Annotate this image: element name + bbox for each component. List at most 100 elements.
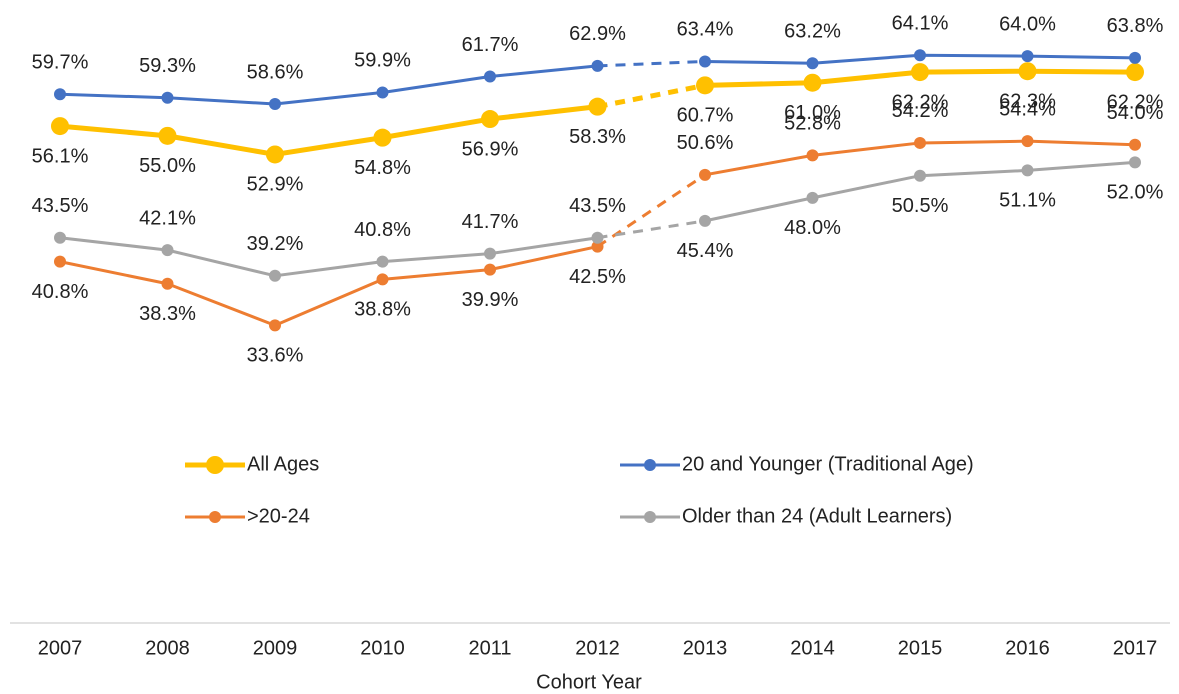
- data-point: [484, 263, 496, 276]
- data-label: 60.7%: [677, 105, 734, 127]
- legend-label: 20 and Younger (Traditional Age): [682, 453, 974, 475]
- data-point: [699, 55, 711, 68]
- data-point: [54, 255, 66, 268]
- data-label: 48.0%: [784, 217, 841, 239]
- series-line: [597, 82, 706, 110]
- x-tick-label: 2010: [360, 637, 405, 659]
- data-point: [373, 128, 392, 147]
- data-label: 62.9%: [569, 23, 626, 45]
- data-label: 55.0%: [139, 155, 196, 177]
- data-point: [1021, 50, 1034, 63]
- data-label: 40.8%: [354, 219, 411, 241]
- data-label: 41.7%: [462, 211, 519, 233]
- data-point: [591, 59, 604, 72]
- data-label: 54.8%: [354, 157, 411, 179]
- data-point: [376, 255, 389, 268]
- data-point: [911, 63, 929, 82]
- data-point: [269, 319, 281, 332]
- data-point: [269, 97, 281, 110]
- data-label: 52.8%: [784, 113, 841, 135]
- x-axis-title: Cohort Year: [536, 671, 642, 693]
- data-label: 62.2%: [1107, 91, 1164, 113]
- data-point: [803, 73, 822, 92]
- data-point: [1129, 156, 1141, 169]
- data-label: 42.1%: [139, 207, 196, 229]
- data-label: 52.0%: [1107, 182, 1164, 204]
- data-point: [1021, 164, 1034, 177]
- data-label: 63.4%: [677, 19, 734, 41]
- data-point: [376, 86, 389, 99]
- data-point: [269, 269, 281, 282]
- data-point: [699, 168, 711, 181]
- data-point: [591, 231, 604, 244]
- data-point: [591, 240, 604, 253]
- data-point: [1018, 62, 1037, 81]
- data-point: [161, 91, 174, 104]
- data-label: 38.3%: [139, 303, 196, 325]
- data-label: 63.8%: [1107, 15, 1164, 37]
- data-point: [806, 57, 819, 70]
- x-tick-label: 2008: [145, 637, 190, 659]
- x-tick-label: 2007: [38, 637, 83, 659]
- data-point: [1129, 51, 1141, 64]
- data-label: 52.9%: [247, 174, 304, 196]
- data-label: 63.2%: [784, 21, 841, 43]
- data-point: [1021, 135, 1034, 148]
- x-tick-label: 2016: [1005, 637, 1050, 659]
- x-tick-label: 2011: [468, 637, 511, 659]
- series-line: [597, 59, 706, 68]
- data-point: [161, 277, 174, 290]
- data-point: [158, 126, 177, 145]
- data-label: 54.0%: [1107, 102, 1164, 124]
- legend-label: All Ages: [247, 453, 319, 475]
- data-label: 59.9%: [354, 50, 411, 72]
- x-tick-label: 2009: [253, 637, 298, 659]
- data-label: 59.3%: [139, 55, 196, 77]
- data-point: [54, 88, 66, 101]
- data-point: [266, 145, 284, 164]
- data-point: [588, 97, 607, 116]
- data-label: 56.1%: [32, 145, 89, 167]
- data-point: [806, 149, 819, 162]
- legend-marker: [209, 511, 221, 523]
- legend-label: Older than 24 (Adult Learners): [682, 505, 952, 527]
- data-point: [696, 76, 714, 95]
- data-label: 33.6%: [247, 345, 304, 367]
- data-label: 61.0%: [784, 102, 841, 124]
- data-label: 51.1%: [999, 190, 1056, 212]
- x-tick-label: 2017: [1113, 637, 1158, 659]
- data-point: [914, 169, 926, 182]
- data-label: 62.2%: [892, 91, 949, 113]
- data-label: 64.0%: [999, 13, 1056, 35]
- data-point: [806, 191, 819, 204]
- x-tick-label: 2014: [790, 637, 835, 659]
- data-point: [484, 247, 496, 260]
- data-label: 54.2%: [892, 100, 949, 122]
- data-label: 64.1%: [892, 13, 949, 35]
- series-line: [59, 236, 598, 278]
- data-point: [484, 70, 496, 83]
- data-label: 50.6%: [677, 132, 734, 154]
- data-label: 54.4%: [999, 98, 1056, 120]
- series-line: [59, 64, 598, 106]
- x-tick-label: 2013: [683, 637, 728, 659]
- legend-label: >20-24: [247, 505, 310, 527]
- series-line: [597, 219, 706, 240]
- x-tick-label: 2015: [898, 637, 943, 659]
- legend-marker: [644, 459, 656, 471]
- data-point: [914, 49, 926, 62]
- data-label: 38.8%: [354, 299, 411, 321]
- data-label: 39.2%: [247, 233, 304, 255]
- x-tick-label: 2012: [575, 637, 620, 659]
- legend-marker: [206, 456, 224, 474]
- data-point: [481, 110, 499, 129]
- data-label: 43.5%: [569, 195, 626, 217]
- data-point: [161, 244, 174, 257]
- data-point: [54, 231, 66, 244]
- data-label: 42.5%: [569, 266, 626, 288]
- data-point: [376, 273, 389, 286]
- data-label: 45.4%: [677, 240, 734, 262]
- data-label: 61.7%: [462, 34, 519, 56]
- data-label: 62.3%: [999, 90, 1056, 112]
